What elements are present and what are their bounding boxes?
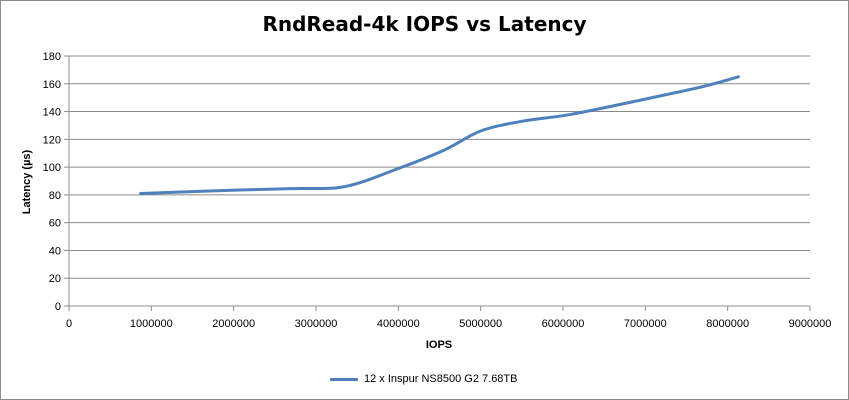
x-tick-label: 1000000 [130, 318, 173, 330]
x-tick-label: 3000000 [295, 318, 338, 330]
x-tick-label: 8000000 [706, 318, 749, 330]
x-tick-label: 0 [66, 318, 72, 330]
y-tick-label: 140 [43, 107, 61, 119]
x-tick-label: 4000000 [377, 318, 420, 330]
y-tick-label: 100 [43, 162, 61, 174]
legend-swatch [330, 377, 358, 381]
series-line [139, 75, 740, 195]
y-tick-label: 120 [43, 134, 61, 146]
legend: 12 x Inspur NS8500 G2 7.68TB [330, 371, 517, 387]
x-tick-label: 9000000 [789, 318, 832, 330]
y-tick-label: 160 [43, 79, 61, 91]
y-tick-label: 0 [55, 301, 61, 313]
x-axis-title: IOPS [426, 339, 452, 351]
legend-label: 12 x Inspur NS8500 G2 7.68TB [364, 373, 518, 385]
y-tick-label: 40 [49, 245, 61, 257]
y-axis-title: Latency (µs) [21, 149, 33, 214]
y-tick-label: 20 [49, 273, 61, 285]
x-tick-label: 2000000 [212, 318, 255, 330]
x-tick-label: 7000000 [624, 318, 667, 330]
chart-title: RndRead-4k IOPS vs Latency [262, 12, 587, 36]
y-tick-label: 60 [49, 218, 61, 230]
y-tick-label: 180 [43, 51, 61, 63]
y-tick-label: 80 [49, 190, 61, 202]
x-tick-label: 5000000 [459, 318, 502, 330]
x-tick-label: 6000000 [542, 318, 585, 330]
